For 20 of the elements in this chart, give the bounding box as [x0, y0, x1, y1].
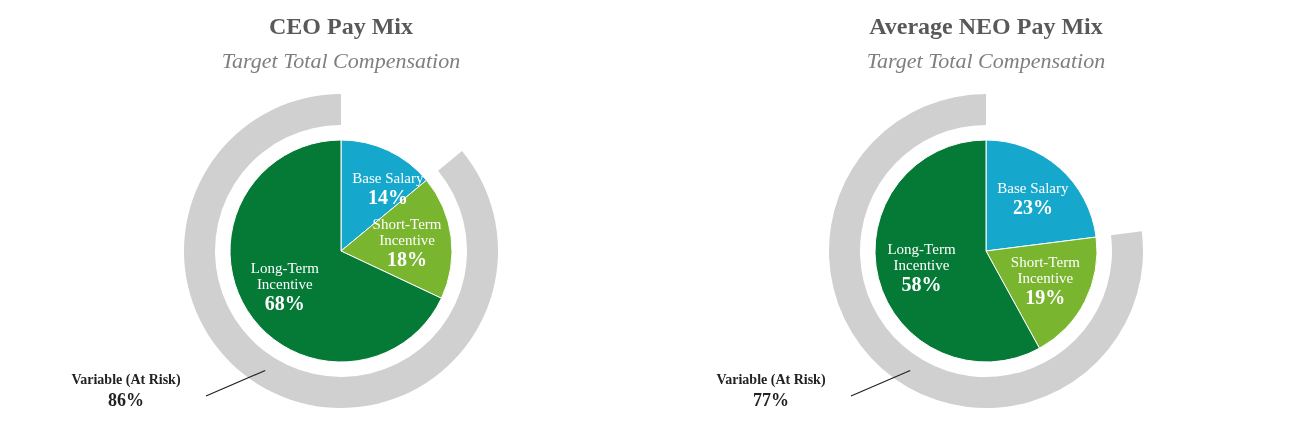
chart-title: CEO Pay Mix	[269, 13, 413, 39]
data-label: 23%	[1012, 196, 1053, 219]
chart-subtitle: Target Total Compensation	[866, 48, 1106, 73]
data-label: 18%	[387, 247, 428, 270]
slice-label: Short-Term Incentive	[372, 215, 442, 248]
chart-subtitle: Target Total Compensation	[221, 48, 461, 73]
data-label: 19%	[1025, 286, 1066, 309]
slice-label: Short-Term Incentive	[1010, 254, 1081, 287]
text: Variable (At Risk)	[71, 372, 181, 388]
slice-label: Base Salary	[352, 169, 425, 186]
slice-label: Long-Term Incentive	[887, 240, 956, 273]
text: 77%	[753, 390, 789, 410]
slice-label: Long-Term Incentive	[250, 259, 320, 292]
text: Variable (At Risk)	[716, 372, 826, 388]
data-label: 14%	[367, 185, 408, 208]
chart-title: Average NEO Pay Mix	[869, 13, 1103, 39]
slice-label: Base Salary	[997, 180, 1070, 197]
text: 86%	[108, 390, 144, 410]
data-label: 58%	[901, 272, 942, 295]
data-label: 68%	[264, 291, 305, 314]
